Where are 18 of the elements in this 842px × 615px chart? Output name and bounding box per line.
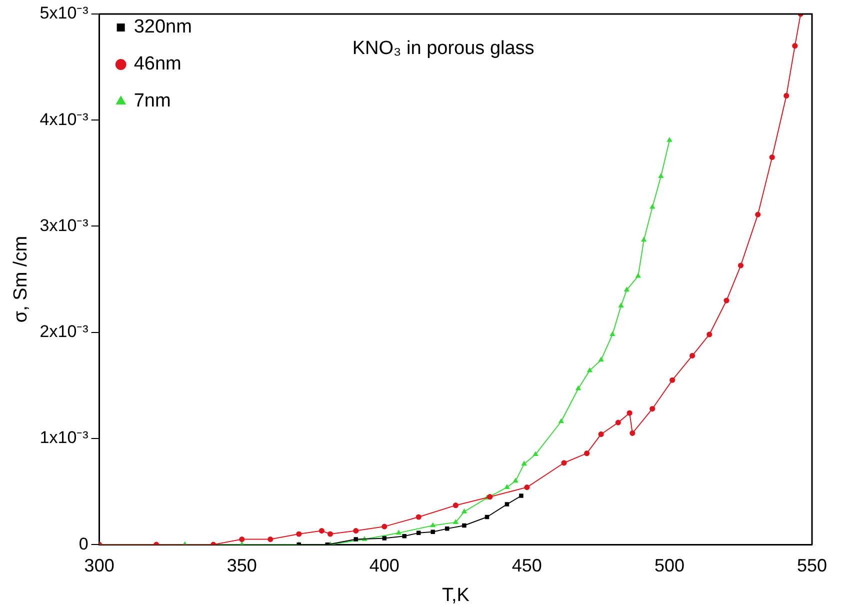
y-tick-label: 0 — [78, 534, 88, 554]
y-tick-label: 2x10⁻³ — [40, 322, 89, 342]
x-tick-label: 550 — [796, 555, 828, 576]
x-tick-label: 400 — [369, 555, 400, 576]
y-tick-label: 5x10⁻³ — [40, 4, 89, 23]
legend-label: 46nm — [134, 54, 182, 75]
x-axis-title: T,K — [442, 584, 470, 606]
x-tick-label: 450 — [512, 555, 542, 576]
y-tick-label: 4x10⁻³ — [40, 110, 89, 129]
x-tick-label: 300 — [84, 555, 114, 576]
legend-label: 320nm — [134, 16, 192, 38]
legend-label: 7nm — [134, 90, 171, 112]
y-tick-label: 3x10⁻³ — [40, 216, 89, 235]
x-tick-label: 350 — [226, 555, 257, 576]
y-tick-label: 1x10⁻³ — [40, 428, 89, 448]
annotation: KNO₃ in porous glass — [352, 38, 534, 60]
y-axis-title: σ, Sm /cm — [10, 236, 32, 323]
x-tick-label: 500 — [654, 555, 684, 576]
